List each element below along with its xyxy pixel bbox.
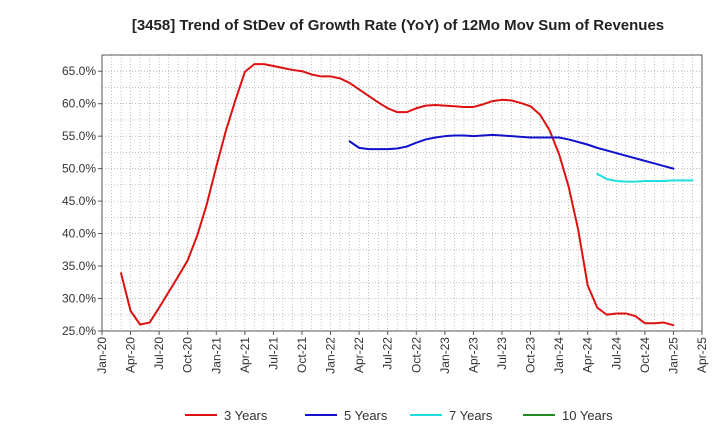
plot-frame [101, 54, 703, 332]
x-tick-label: Apr-22 [352, 337, 366, 373]
x-tick-label: Apr-25 [695, 337, 709, 373]
x-tick-label: Jan-23 [438, 337, 452, 374]
y-tick-label: 25.0% [62, 324, 96, 338]
chart-title: [3458] Trend of StDev of Growth Rate (Yo… [132, 17, 664, 34]
x-axis: Jan-20 Apr-20 Jul-20 Oct-20 Jan-21 Apr-21 Jul-… [95, 331, 709, 374]
series-line-7-years [596, 172, 694, 183]
y-tick-label: 35.0% [62, 259, 96, 273]
x-tick-label: Apr-21 [238, 337, 252, 373]
y-tick-label: 30.0% [62, 292, 96, 306]
x-tick-label: Jul-20 [152, 337, 166, 370]
x-tick-label: Jul-22 [381, 337, 395, 370]
x-tick-label: Oct-21 [295, 337, 309, 373]
legend: 3 Years 5 Years 7 Years 10 Years [185, 408, 613, 423]
series-line-3-years [120, 63, 675, 327]
x-tick-label: Oct-20 [181, 337, 195, 373]
y-tick-label: 65.0% [62, 64, 96, 78]
y-tick-label: 60.0% [62, 97, 96, 111]
x-tick-label: Jan-25 [666, 337, 680, 374]
legend-label-7-years: 7 Years [449, 408, 493, 423]
legend-label-10-years: 10 Years [562, 408, 613, 423]
x-tick-label: Jul-24 [609, 337, 623, 370]
x-tick-label: Jul-23 [495, 337, 509, 370]
x-tick-label: Apr-23 [466, 337, 480, 373]
series-layer [120, 63, 694, 327]
grid-layer [102, 55, 702, 331]
x-tick-label: Oct-22 [409, 337, 423, 373]
x-tick-label: Apr-24 [581, 337, 595, 373]
x-tick-label: Jan-24 [552, 337, 566, 374]
x-tick-label: Jan-20 [95, 337, 109, 374]
x-tick-label: Oct-24 [638, 337, 652, 373]
x-tick-label: Apr-20 [124, 337, 138, 373]
legend-label-3-years: 3 Years [224, 408, 268, 423]
x-tick-label: Jan-21 [209, 337, 223, 374]
legend-label-5-years: 5 Years [344, 408, 388, 423]
y-tick-label: 40.0% [62, 227, 96, 241]
y-tick-label: 45.0% [62, 194, 96, 208]
x-tick-label: Jul-21 [266, 337, 280, 370]
y-tick-label: 50.0% [62, 162, 96, 176]
series-line-5-years [348, 133, 675, 170]
x-tick-label: Oct-23 [524, 337, 538, 373]
y-axis: 25.0% 30.0% 35.0% 40.0% 45.0% 50.0% 55.0% 60.0%… [62, 64, 102, 338]
y-tick-label: 55.0% [62, 129, 96, 143]
x-tick-label: Jan-22 [324, 337, 338, 374]
